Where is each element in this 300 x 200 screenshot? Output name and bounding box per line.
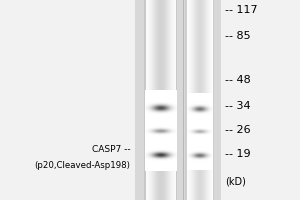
Text: (kD): (kD) — [225, 177, 246, 187]
FancyBboxPatch shape — [185, 0, 214, 200]
FancyBboxPatch shape — [135, 0, 220, 200]
Text: -- 48: -- 48 — [225, 75, 251, 85]
FancyBboxPatch shape — [144, 0, 177, 200]
Text: -- 19: -- 19 — [225, 149, 250, 159]
Text: -- 34: -- 34 — [225, 101, 250, 111]
Text: -- 26: -- 26 — [225, 125, 250, 135]
Text: CASP7 --: CASP7 -- — [92, 146, 130, 154]
Text: (p20,Cleaved-Asp198): (p20,Cleaved-Asp198) — [34, 162, 130, 170]
Text: -- 85: -- 85 — [225, 31, 250, 41]
Text: -- 117: -- 117 — [225, 5, 258, 15]
